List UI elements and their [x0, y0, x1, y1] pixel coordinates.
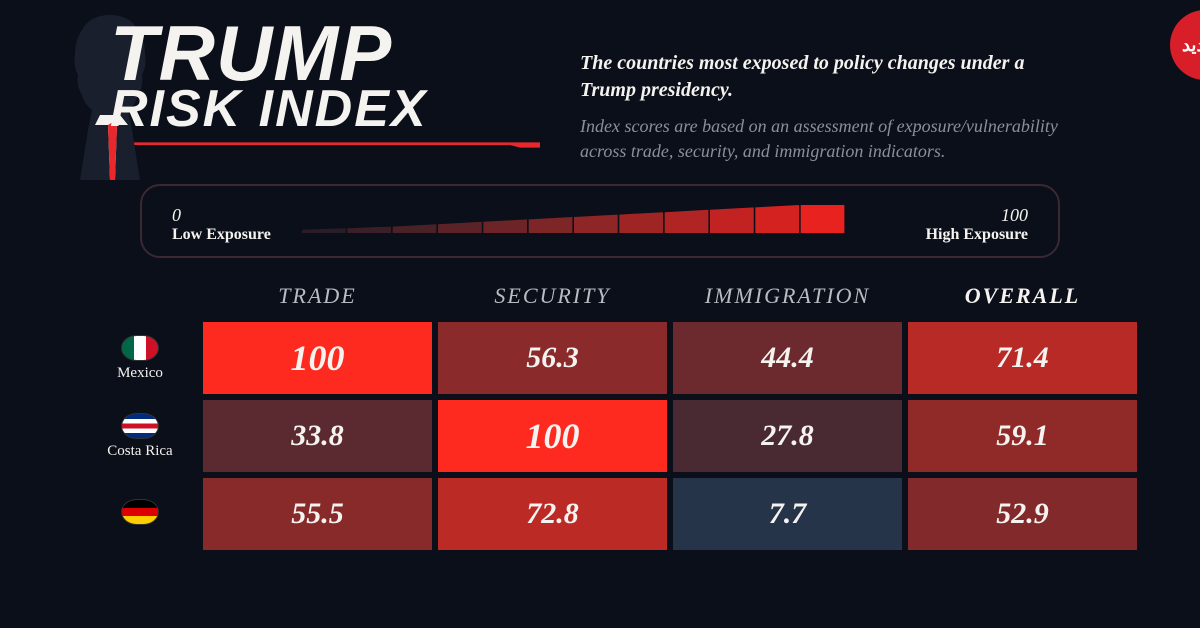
cell: 71.4 — [905, 319, 1140, 397]
infographic-container: فرادید TRUMP RISK INDEX The countries mo… — [0, 0, 1200, 553]
cells: 33.810027.859.1 — [200, 397, 1140, 475]
scale-max: 100 — [908, 205, 1028, 226]
col-header: IMMIGRATION — [670, 283, 905, 309]
cell: 44.4 — [670, 319, 905, 397]
badge-text: فرادید — [1182, 35, 1200, 56]
row-label: Costa Rica — [80, 397, 200, 475]
scale-min: 0 — [172, 205, 282, 226]
country-name: Costa Rica — [107, 443, 172, 460]
data-table: TRADESECURITYIMMIGRATIONOVERALL Mexico 10… — [80, 283, 1140, 553]
col-header: OVERALL — [905, 283, 1140, 309]
flag-icon — [121, 499, 159, 525]
table-row: Mexico 10056.344.471.4 — [80, 319, 1140, 397]
title-line1: TRUMP — [110, 20, 540, 86]
cells: 10056.344.471.4 — [200, 319, 1140, 397]
scale-low-label: Low Exposure — [172, 226, 282, 244]
desc-bold: The countries most exposed to policy cha… — [580, 50, 1060, 104]
col-header: SECURITY — [435, 283, 670, 309]
country-name: Mexico — [117, 365, 163, 382]
scale-high-label: High Exposure — [908, 226, 1028, 244]
row-label: Mexico — [80, 319, 200, 397]
cell: 100 — [435, 397, 670, 475]
scale-container: 0 Low Exposure 100 High Exposure — [140, 184, 1060, 258]
cell: 52.9 — [905, 475, 1140, 553]
brand-badge: فرادید — [1170, 10, 1200, 80]
cell: 100 — [200, 319, 435, 397]
table-row: 55.572.87.752.9 — [80, 475, 1140, 553]
header: TRUMP RISK INDEX The countries most expo… — [60, 20, 1140, 164]
flag-icon — [121, 335, 159, 361]
table-row: Costa Rica 33.810027.859.1 — [80, 397, 1140, 475]
desc-sub: Index scores are based on an assessment … — [580, 114, 1060, 164]
title-text: TRUMP RISK INDEX — [60, 20, 540, 133]
cell: 59.1 — [905, 397, 1140, 475]
scale-gradient — [302, 201, 846, 233]
title-block: TRUMP RISK INDEX — [60, 20, 540, 154]
cells: 55.572.87.752.9 — [200, 475, 1140, 553]
cell: 27.8 — [670, 397, 905, 475]
description: The countries most exposed to policy cha… — [580, 20, 1060, 164]
col-header: TRADE — [200, 283, 435, 309]
row-label — [80, 475, 200, 553]
cell: 55.5 — [200, 475, 435, 553]
cell: 72.8 — [435, 475, 670, 553]
cell: 56.3 — [435, 319, 670, 397]
flag-icon — [121, 413, 159, 439]
title-line2: RISK INDEX — [110, 86, 540, 133]
cell: 33.8 — [200, 397, 435, 475]
col-headers: TRADESECURITYIMMIGRATIONOVERALL — [200, 283, 1140, 309]
cell: 7.7 — [670, 475, 905, 553]
